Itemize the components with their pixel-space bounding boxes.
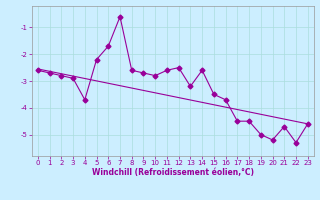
X-axis label: Windchill (Refroidissement éolien,°C): Windchill (Refroidissement éolien,°C) (92, 168, 254, 177)
